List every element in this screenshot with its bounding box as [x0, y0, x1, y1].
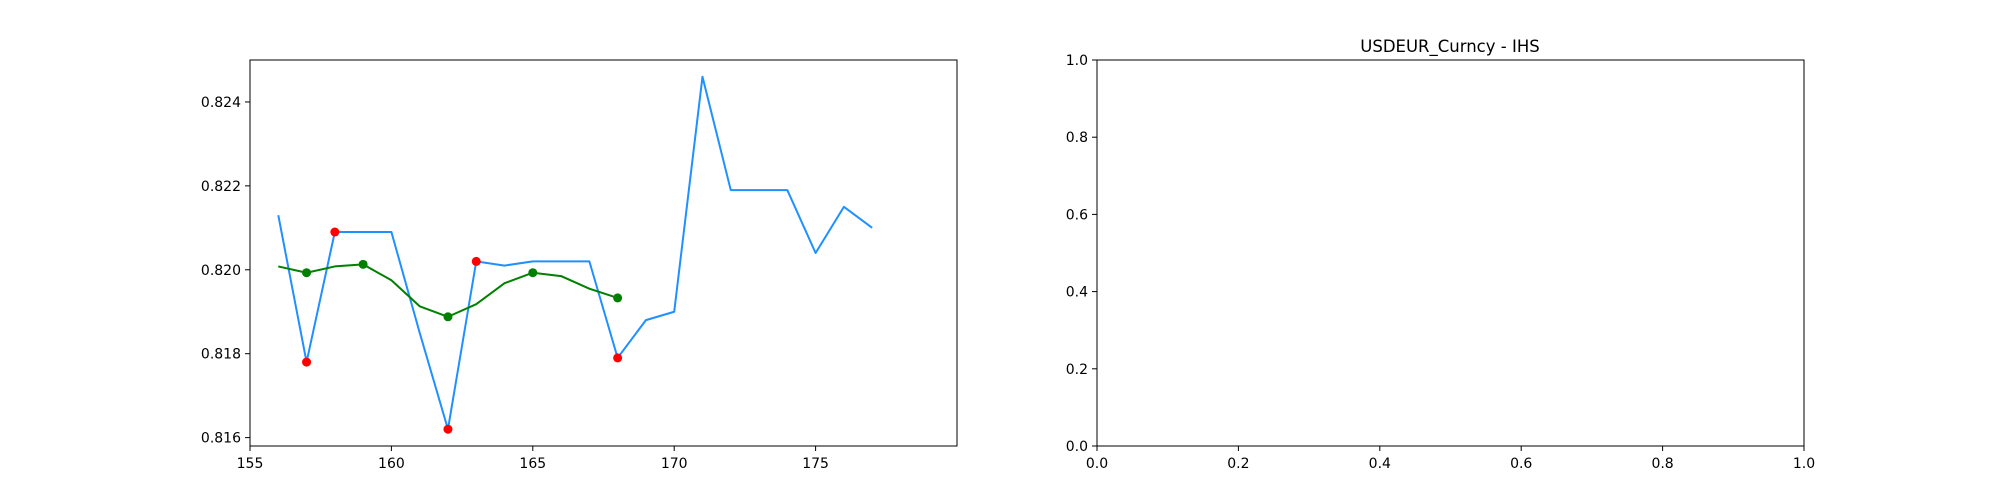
marker-point-0-4: [613, 353, 623, 363]
x-tick-label: 0.4: [1369, 456, 1391, 472]
marker-point-1-0: [302, 268, 312, 278]
y-tick-label: 0.4: [1066, 285, 1088, 301]
marker-point-1-3: [528, 268, 538, 278]
right-chart-title: USDEUR_Curncy - IHS: [1360, 37, 1539, 57]
marker-point-1-1: [358, 259, 368, 269]
x-tick-label: 0.8: [1651, 456, 1673, 472]
y-tick-label: 0.824: [201, 95, 241, 111]
left-axes: 155 160 165 170 175 0.816 0.818 0.820 0.822 0.824: [201, 59, 958, 472]
y-tick-label: 0.2: [1066, 362, 1088, 378]
marker-point-0-0: [302, 357, 312, 367]
marker-point-0-2: [443, 424, 453, 434]
marker-point-1-4: [613, 293, 623, 303]
x-tick-label: 0.0: [1086, 456, 1108, 472]
x-tick-label: 1.0: [1793, 456, 1815, 472]
y-tick-label: 0.820: [201, 263, 241, 279]
y-tick-label: 0.0: [1066, 439, 1088, 455]
x-tick-label: 170: [661, 456, 688, 472]
x-tick-label: 160: [378, 456, 405, 472]
y-tick-label: 0.8: [1066, 130, 1088, 146]
x-tick-label: 0.6: [1510, 456, 1532, 472]
marker-point-1-2: [443, 312, 453, 322]
axes-frame: [249, 59, 958, 447]
y-tick-label: 0.6: [1066, 207, 1088, 223]
x-tick-label: 155: [237, 456, 264, 472]
axes-frame: [1096, 59, 1805, 447]
y-tick-label: 0.822: [201, 179, 241, 195]
marker-point-0-1: [330, 227, 340, 237]
x-tick-label: 165: [519, 456, 546, 472]
y-tick-label: 0.816: [201, 431, 241, 447]
right-axes: USDEUR_Curncy - IHS 0.0 0.2 0.4 0.6 0.8 1.0 0.…: [1066, 37, 1815, 472]
x-tick-label: 0.2: [1227, 456, 1249, 472]
y-tick-label: 1.0: [1066, 53, 1088, 69]
x-tick-label: 175: [802, 456, 829, 472]
y-tick-label: 0.818: [201, 347, 241, 363]
marker-point-0-3: [471, 256, 481, 266]
series-line-0: [277, 75, 873, 431]
